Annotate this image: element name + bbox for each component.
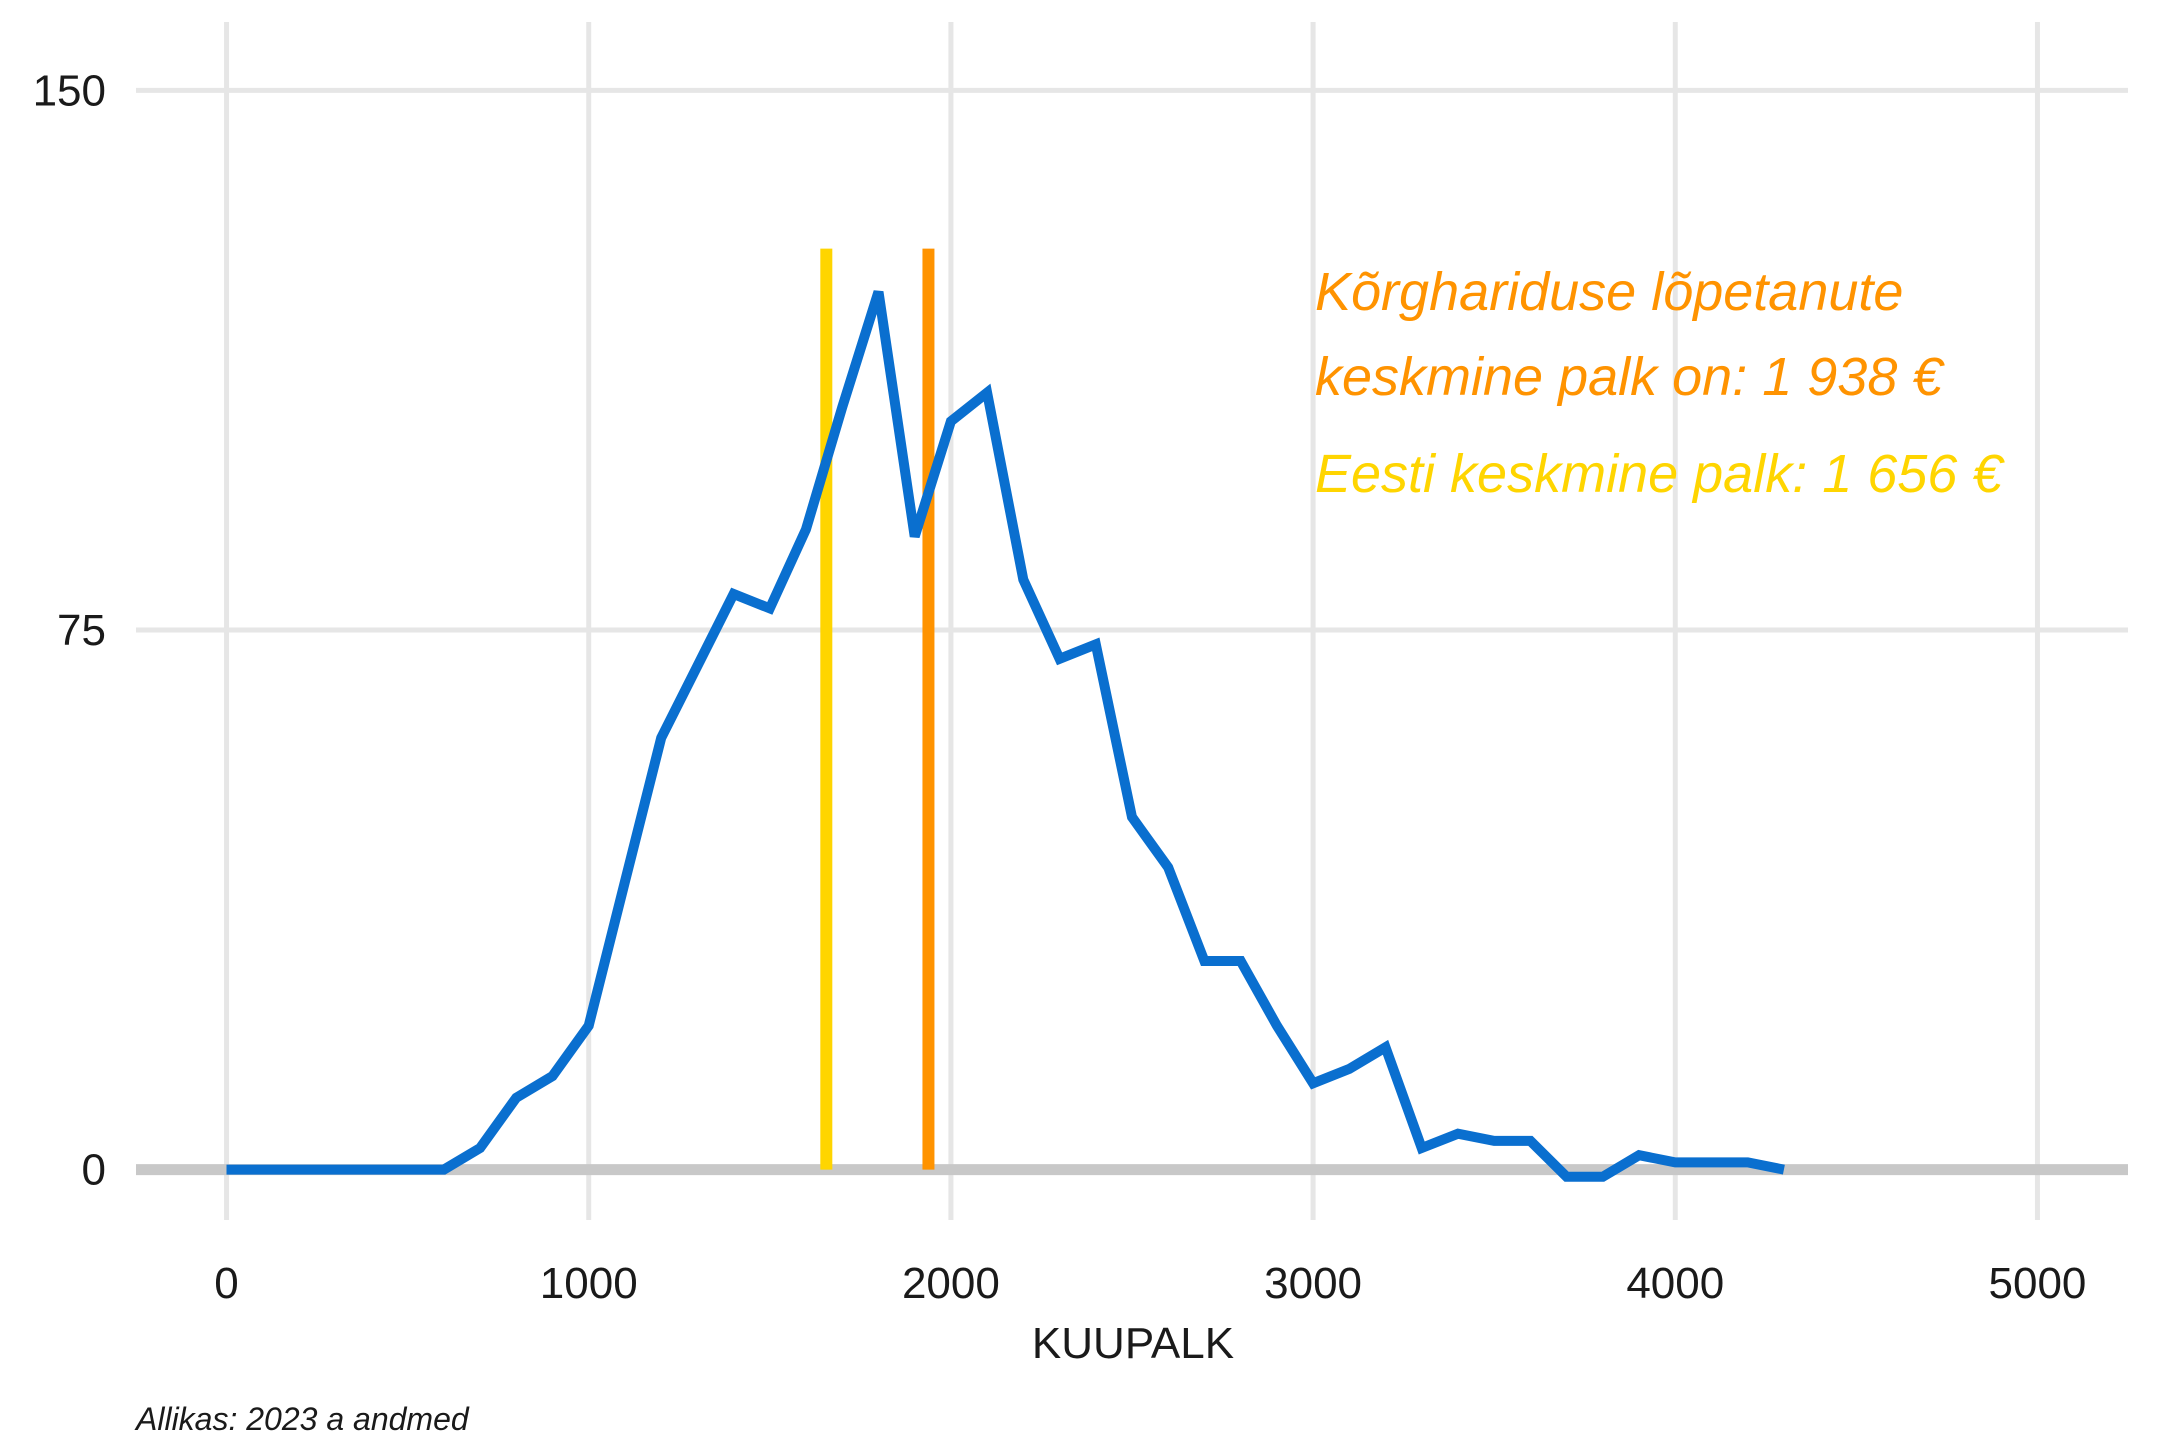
series-lines xyxy=(226,290,1785,1182)
annotation-text: Eesti keskmine palk: 1 656 € xyxy=(1315,444,2005,504)
x-tick-label: 3000 xyxy=(1264,1259,1362,1308)
x-tick-labels: 0 1000 2000 3000 4000 5000 xyxy=(214,1259,2086,1308)
annotation-text: keskmine palk on: 1 938 € xyxy=(1315,347,1945,407)
annotation-text: Kõrghariduse lõpetanute xyxy=(1315,262,1903,322)
x-axis-title: KUUPALK xyxy=(1032,1319,1234,1368)
y-tick-labels: 0 75 150 xyxy=(33,66,106,1194)
x-tick-label: 5000 xyxy=(1989,1259,2087,1308)
y-tick-label: 150 xyxy=(33,66,106,115)
y-tick-label: 75 xyxy=(57,606,106,655)
reference-lines xyxy=(820,248,935,1170)
y-tick-label: 0 xyxy=(82,1146,106,1195)
x-tick-label: 1000 xyxy=(540,1259,638,1308)
x-tick-label: 4000 xyxy=(1626,1259,1724,1308)
source-caption: Allikas: 2023 a andmed xyxy=(134,1401,470,1437)
x-tick-label: 2000 xyxy=(902,1259,1000,1308)
distribution-line xyxy=(226,290,1785,1182)
grid-lines xyxy=(136,22,2128,1220)
x-tick-label: 0 xyxy=(214,1259,238,1308)
annotations: Kõrghariduse lõpetanute keskmine palk on… xyxy=(1315,262,2005,504)
